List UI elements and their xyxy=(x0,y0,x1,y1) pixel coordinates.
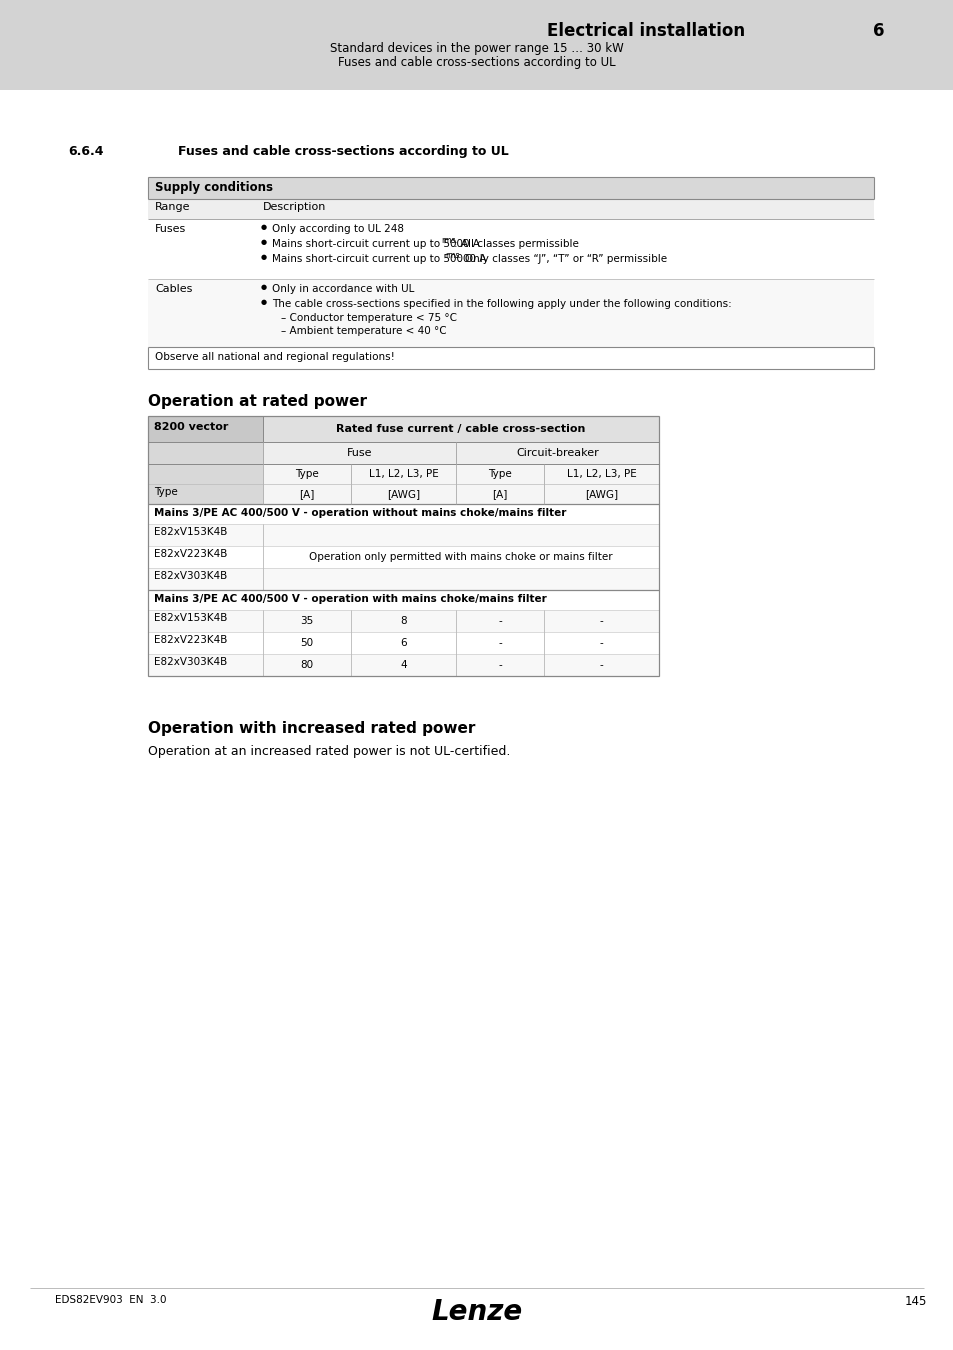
Bar xyxy=(148,524,659,545)
Text: Circuit-breaker: Circuit-breaker xyxy=(516,448,598,458)
Bar xyxy=(148,568,659,590)
Text: 6: 6 xyxy=(873,22,884,40)
Text: Only according to UL 248: Only according to UL 248 xyxy=(272,224,403,234)
Text: [AWG]: [AWG] xyxy=(584,489,618,500)
Text: 6: 6 xyxy=(399,639,406,648)
Text: ●: ● xyxy=(261,284,267,290)
Text: E82xV303K4B: E82xV303K4B xyxy=(153,657,227,667)
Bar xyxy=(148,464,263,485)
Text: Cables: Cables xyxy=(154,284,193,294)
Text: Mains short-circuit current up to 5000 A: Mains short-circuit current up to 5000 A xyxy=(272,239,479,248)
Bar xyxy=(148,347,873,369)
Text: rms: rms xyxy=(444,251,459,261)
Text: -: - xyxy=(497,660,501,670)
Bar xyxy=(148,632,659,653)
Text: Only in accordance with UL: Only in accordance with UL xyxy=(272,284,414,294)
Text: Range: Range xyxy=(154,202,191,212)
Text: Type: Type xyxy=(488,468,512,479)
Text: Operation only permitted with mains choke or mains filter: Operation only permitted with mains chok… xyxy=(309,552,612,562)
Text: ●: ● xyxy=(261,239,267,244)
Text: 35: 35 xyxy=(300,616,314,626)
Bar xyxy=(148,545,659,568)
Bar xyxy=(148,464,659,485)
Text: 145: 145 xyxy=(904,1295,926,1308)
Bar xyxy=(148,590,659,610)
Text: Electrical installation: Electrical installation xyxy=(546,22,744,40)
Bar xyxy=(148,416,659,441)
Text: Standard devices in the power range 15 … 30 kW: Standard devices in the power range 15 …… xyxy=(330,42,623,55)
Text: E82xV303K4B: E82xV303K4B xyxy=(153,571,227,580)
Text: -: - xyxy=(497,616,501,626)
Text: Observe all national and regional regulations!: Observe all national and regional regula… xyxy=(154,352,395,362)
Text: Fuses and cable cross-sections according to UL: Fuses and cable cross-sections according… xyxy=(337,55,616,69)
Bar xyxy=(148,441,263,464)
Bar xyxy=(148,485,263,504)
Text: ●: ● xyxy=(261,254,267,261)
Text: -: - xyxy=(599,616,602,626)
Text: E82xV153K4B: E82xV153K4B xyxy=(153,613,227,622)
Bar xyxy=(148,219,873,279)
Text: [A]: [A] xyxy=(492,489,507,500)
Bar xyxy=(148,441,659,464)
Bar xyxy=(148,485,659,504)
Text: : All classes permissible: : All classes permissible xyxy=(454,239,578,248)
Text: Mains 3/PE AC 400/500 V - operation with mains choke/mains filter: Mains 3/PE AC 400/500 V - operation with… xyxy=(153,594,546,603)
Text: ●: ● xyxy=(261,298,267,305)
Text: Operation at an increased rated power is not UL-certified.: Operation at an increased rated power is… xyxy=(148,745,510,757)
Text: Supply conditions: Supply conditions xyxy=(154,181,273,194)
Text: E82xV223K4B: E82xV223K4B xyxy=(153,634,227,645)
Bar xyxy=(148,504,659,524)
Text: Description: Description xyxy=(263,202,326,212)
Bar xyxy=(148,198,873,219)
Text: -: - xyxy=(599,660,602,670)
Text: EDS82EV903  EN  3.0: EDS82EV903 EN 3.0 xyxy=(55,1295,167,1305)
Text: Mains short-circuit current up to 50000 A: Mains short-circuit current up to 50000 … xyxy=(272,254,486,265)
Text: 6.6.4: 6.6.4 xyxy=(68,144,103,158)
Text: E82xV223K4B: E82xV223K4B xyxy=(153,549,227,559)
Text: rms: rms xyxy=(440,236,455,244)
Text: 80: 80 xyxy=(300,660,314,670)
Text: [A]: [A] xyxy=(299,489,314,500)
Text: L1, L2, L3, PE: L1, L2, L3, PE xyxy=(566,468,636,479)
Bar xyxy=(0,0,953,90)
Text: Rated fuse current / cable cross-section: Rated fuse current / cable cross-section xyxy=(336,424,585,433)
Text: 8: 8 xyxy=(399,616,406,626)
Text: Fuses and cable cross-sections according to UL: Fuses and cable cross-sections according… xyxy=(178,144,508,158)
Bar xyxy=(148,610,659,632)
Text: Fuse: Fuse xyxy=(346,448,372,458)
Text: -: - xyxy=(599,639,602,648)
Text: [AWG]: [AWG] xyxy=(387,489,419,500)
Text: The cable cross-sections specified in the following apply under the following co: The cable cross-sections specified in th… xyxy=(272,298,731,309)
Bar xyxy=(148,416,263,441)
Text: -: - xyxy=(497,639,501,648)
Bar xyxy=(148,177,873,198)
Text: – Ambient temperature < 40 °C: – Ambient temperature < 40 °C xyxy=(281,325,446,336)
Text: : Only classes “J”, “T” or “R” permissible: : Only classes “J”, “T” or “R” permissib… xyxy=(457,254,666,265)
Text: 8200 vector: 8200 vector xyxy=(153,423,228,432)
Bar xyxy=(148,653,659,676)
Text: Fuses: Fuses xyxy=(154,224,186,234)
Text: 50: 50 xyxy=(300,639,314,648)
Text: ●: ● xyxy=(261,224,267,230)
Text: Operation with increased rated power: Operation with increased rated power xyxy=(148,721,475,736)
Text: E82xV153K4B: E82xV153K4B xyxy=(153,526,227,537)
Text: Operation at rated power: Operation at rated power xyxy=(148,394,367,409)
Text: – Conductor temperature < 75 °C: – Conductor temperature < 75 °C xyxy=(281,313,456,323)
Text: L1, L2, L3, PE: L1, L2, L3, PE xyxy=(368,468,438,479)
Text: Mains 3/PE AC 400/500 V - operation without mains choke/mains filter: Mains 3/PE AC 400/500 V - operation with… xyxy=(153,508,566,518)
Text: 4: 4 xyxy=(399,660,406,670)
Text: Type: Type xyxy=(153,487,177,497)
Text: Lenze: Lenze xyxy=(431,1297,522,1326)
Bar xyxy=(148,279,873,347)
Text: Type: Type xyxy=(294,468,318,479)
